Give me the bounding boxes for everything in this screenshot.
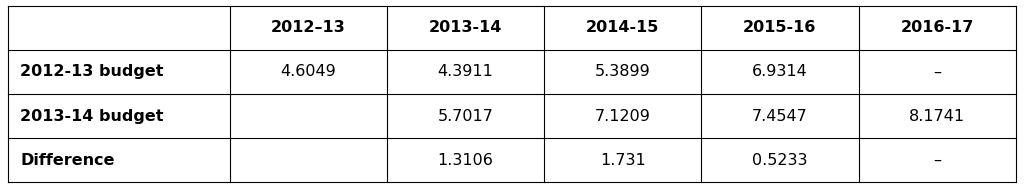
Text: –: – [933, 153, 941, 168]
Text: –: – [933, 64, 941, 79]
Text: 4.6049: 4.6049 [281, 64, 336, 79]
Text: 6.9314: 6.9314 [752, 64, 808, 79]
Text: 1.3106: 1.3106 [437, 153, 494, 168]
Text: 7.4547: 7.4547 [752, 109, 808, 124]
Text: 2016-17: 2016-17 [900, 20, 974, 35]
Text: 5.7017: 5.7017 [437, 109, 494, 124]
Text: 2014-15: 2014-15 [586, 20, 659, 35]
Text: Difference: Difference [20, 153, 115, 168]
Text: 2015-16: 2015-16 [743, 20, 816, 35]
Text: 4.3911: 4.3911 [437, 64, 494, 79]
Text: 2012–13: 2012–13 [270, 20, 345, 35]
Text: 0.5233: 0.5233 [753, 153, 808, 168]
Text: 2013-14 budget: 2013-14 budget [20, 109, 164, 124]
Text: 5.3899: 5.3899 [595, 64, 650, 79]
Text: 8.1741: 8.1741 [909, 109, 966, 124]
Text: 2012-13 budget: 2012-13 budget [20, 64, 164, 79]
Text: 1.731: 1.731 [600, 153, 645, 168]
Text: 7.1209: 7.1209 [595, 109, 650, 124]
Text: 2013-14: 2013-14 [429, 20, 502, 35]
